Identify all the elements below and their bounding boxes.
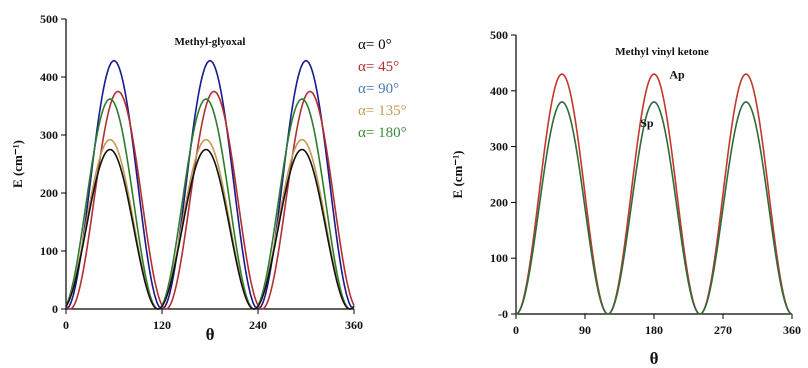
series-line-2 (65, 98, 355, 310)
x-tick-label: 240 (249, 318, 267, 332)
legend-entry-2: α= 90° (358, 81, 399, 97)
y-tick-label: 100 (490, 251, 508, 265)
y-tick-label: 500 (40, 12, 58, 26)
y-tick-label: 400 (490, 84, 508, 98)
x-tick-label: 180 (645, 323, 663, 337)
y-tick-label: 300 (40, 128, 58, 142)
legend-entry-1: α= 45° (358, 59, 399, 75)
x-tick-label: 360 (345, 318, 363, 332)
y-axis-title: E (cm⁻¹) (450, 151, 465, 199)
chart-methyl-glyoxal: 0 100 200 300 400 500 0 120 240 360 θ E (cm⁻¹) Methy… (10, 12, 407, 344)
series-line-0 (515, 73, 793, 315)
x-tick-label: 360 (783, 323, 801, 337)
x-tick-label: 0 (63, 318, 69, 332)
y-tick-label: 400 (40, 70, 58, 84)
chart-methyl-vinyl-ketone: -0 100 200 300 400 500 0 90 180 270 360 θ E (cm⁻¹) Me… (450, 28, 801, 368)
series-line-1 (65, 90, 355, 310)
y-tick-label: 200 (490, 195, 508, 209)
x-axis-title: θ (206, 325, 215, 344)
y-axis-title: E (cm⁻¹) (10, 140, 25, 188)
y-tick-label: 500 (490, 28, 508, 42)
chart-title: Methyl vinyl ketone (615, 46, 709, 58)
legend-entry-4: α= 180° (358, 125, 407, 141)
series-line-4 (65, 148, 355, 310)
y-tick-label: 300 (490, 140, 508, 154)
series-label-sp: Sp (640, 116, 654, 130)
y-tick-label: 100 (40, 244, 58, 258)
y-tick-label: 0 (52, 302, 58, 316)
series-line-1 (515, 101, 793, 315)
x-tick-label: 270 (714, 323, 732, 337)
series-line-0 (65, 59, 355, 310)
legend-entry-3: α= 135° (358, 103, 407, 119)
series-line-3 (65, 138, 355, 310)
x-tick-label: 120 (153, 318, 171, 332)
series-label-ap: Ap (669, 68, 685, 82)
y-tick-label: -0 (498, 307, 508, 321)
x-axis-title: θ (650, 349, 659, 368)
x-tick-label: 90 (579, 323, 591, 337)
x-tick-label: 0 (513, 323, 519, 337)
chart-title: Methyl-glyoxal (175, 36, 246, 48)
y-tick-label: 200 (40, 186, 58, 200)
legend-entry-0: α= 0° (358, 37, 392, 53)
